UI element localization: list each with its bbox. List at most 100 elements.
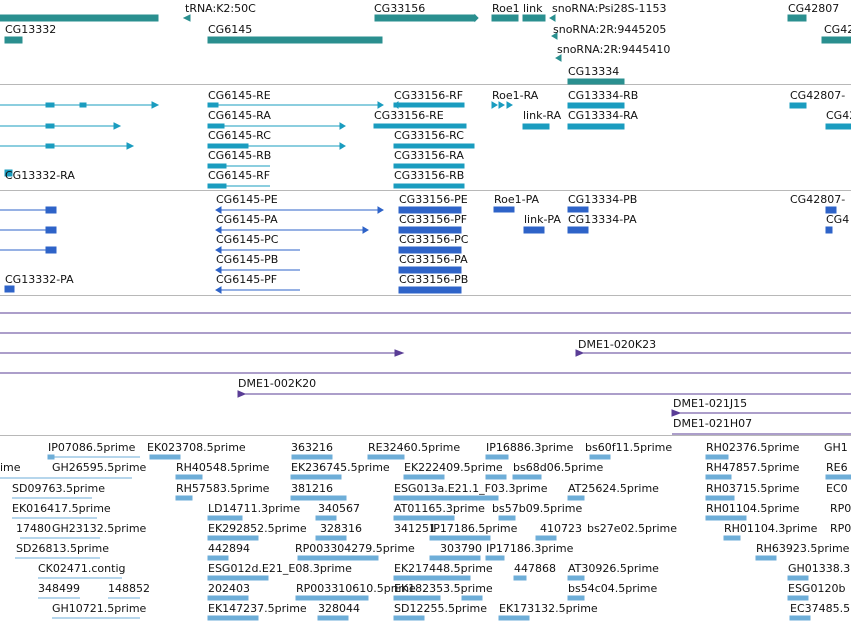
est-label[interactable]: EK222409.5prime — [404, 461, 503, 474]
est-label[interactable]: LD14711.3prime — [208, 502, 301, 515]
transcript-label[interactable]: CG33156-RF — [394, 89, 464, 102]
est-label[interactable]: RH01104.5prime — [706, 502, 800, 515]
protein-label[interactable]: CG13334-PA — [568, 213, 637, 226]
gene-label[interactable]: CG33156 — [374, 2, 426, 15]
est-label[interactable]: EK236745.5prime — [291, 461, 390, 474]
est-label[interactable]: RE6 — [826, 461, 848, 474]
est-label[interactable]: GH26595.5prime — [52, 461, 147, 474]
protein-label[interactable]: CG13334-PB — [568, 193, 638, 206]
gene-bar[interactable] — [4, 36, 23, 44]
gene-label[interactable]: CG6145 — [208, 23, 253, 36]
est-label[interactable]: IP07086.5prime — [48, 441, 136, 454]
protein-label[interactable]: CG6145-PB — [216, 253, 279, 266]
gene-bar[interactable] — [821, 36, 851, 44]
gene-bar[interactable] — [522, 14, 546, 22]
est-label[interactable]: AT30926.5prime — [568, 562, 659, 575]
transcript-label[interactable]: CG6145-RE — [208, 89, 271, 102]
transcript-label[interactable]: CG42 — [826, 109, 851, 122]
gene-bar[interactable] — [0, 14, 159, 22]
transcript-label[interactable]: CG13334-RB — [568, 89, 639, 102]
protein-label[interactable]: CG6145-PA — [216, 213, 278, 226]
protein-label[interactable]: CG4 — [826, 213, 850, 226]
bac-label[interactable]: DME1-020K23 — [578, 338, 657, 351]
est-label[interactable]: bs68d06.5prime — [513, 461, 604, 474]
est-label[interactable]: IP17186.5prime — [430, 522, 518, 535]
est-label[interactable]: EK023708.5prime — [147, 441, 246, 454]
transcript-label[interactable]: CG13334-RA — [568, 109, 638, 122]
est-label[interactable]: RH02376.5prime — [706, 441, 800, 454]
est-label[interactable]: GH10721.5prime — [52, 602, 147, 615]
transcript-label[interactable]: CG6145-RB — [208, 149, 272, 162]
est-label[interactable]: RH03715.5prime — [706, 482, 800, 495]
transcript-label[interactable]: link-RA — [523, 109, 562, 122]
protein-label[interactable]: CG33156-PE — [399, 193, 468, 206]
est-label[interactable]: IP17186.3prime — [486, 542, 574, 555]
transcript-label[interactable]: CG13332-RA — [5, 169, 75, 182]
transcript-label[interactable]: CG6145-RF — [208, 169, 271, 182]
est-label[interactable]: 148852 — [108, 582, 150, 595]
est-label[interactable]: EK292852.5prime — [208, 522, 307, 535]
est-label[interactable]: CK02471.contig — [38, 562, 126, 575]
est-label[interactable]: ime — [0, 461, 21, 474]
est-label[interactable]: ESG012d.E21_E08.3prime — [208, 562, 352, 575]
protein-label[interactable]: CG33156-PC — [399, 233, 469, 246]
est-label[interactable]: EK182353.5prime — [394, 582, 493, 595]
transcript-label[interactable]: CG33156-RC — [394, 129, 464, 142]
protein-label[interactable]: CG6145-PF — [216, 273, 278, 286]
est-label[interactable]: RH40548.5prime — [176, 461, 270, 474]
est-label[interactable]: AT01165.3prime — [394, 502, 485, 515]
est-label[interactable]: GH01338.3 — [788, 562, 851, 575]
est-label[interactable]: EK217448.5prime — [394, 562, 493, 575]
gene-label[interactable]: CG13332 — [5, 23, 57, 36]
est-label[interactable]: 381216 — [291, 482, 333, 495]
est-label[interactable]: EC0 — [826, 482, 848, 495]
gene-bar[interactable] — [207, 36, 383, 44]
protein-label[interactable]: CG6145-PE — [216, 193, 278, 206]
gene-label[interactable]: CG42 — [824, 23, 851, 36]
est-label[interactable]: bs60f11.5prime — [585, 441, 673, 454]
est-label[interactable]: RE32460.5prime — [368, 441, 461, 454]
protein-label[interactable]: CG33156-PB — [399, 273, 469, 286]
gene-label[interactable]: snoRNA:Psi28S-1153 — [552, 2, 667, 15]
est-label[interactable]: SD09763.5prime — [12, 482, 105, 495]
est-label[interactable]: RH57583.5prime — [176, 482, 270, 495]
est-label[interactable]: 341251 — [394, 522, 436, 535]
protein-label[interactable]: CG42807- — [790, 193, 846, 206]
gene-bar[interactable] — [491, 14, 519, 22]
est-label[interactable]: 348499 — [38, 582, 80, 595]
protein-label[interactable]: Roe1-PA — [494, 193, 540, 206]
gene-bar[interactable] — [567, 78, 625, 85]
protein-label[interactable]: link-PA — [524, 213, 561, 226]
est-label[interactable]: 17480 — [16, 522, 51, 535]
est-label[interactable]: AT25624.5prime — [568, 482, 659, 495]
est-label[interactable]: RP0 — [830, 522, 851, 535]
transcript-label[interactable]: CG42807- — [790, 89, 846, 102]
est-label[interactable]: GH1 — [824, 441, 848, 454]
gene-label[interactable]: CG42807 — [788, 2, 840, 15]
gene-bar[interactable] — [374, 14, 476, 22]
est-label[interactable]: RP003304279.5prime — [295, 542, 415, 555]
transcript-label[interactable]: CG6145-RC — [208, 129, 271, 142]
est-label[interactable]: 410723 — [540, 522, 582, 535]
est-label[interactable]: IP16886.3prime — [486, 441, 574, 454]
est-label[interactable]: RH01104.3prime — [724, 522, 818, 535]
gene-label[interactable]: Roe1 — [492, 2, 520, 15]
est-label[interactable]: 363216 — [291, 441, 333, 454]
est-label[interactable]: RP0 — [830, 502, 851, 515]
bac-label[interactable]: DME1-021H07 — [673, 417, 753, 430]
gene-label[interactable]: snoRNA:2R:9445205 — [553, 23, 667, 36]
protein-label[interactable]: CG6145-PC — [216, 233, 279, 246]
est-label[interactable]: SD26813.5prime — [16, 542, 109, 555]
transcript-label[interactable]: CG33156-RA — [394, 149, 464, 162]
est-label[interactable]: 202403 — [208, 582, 250, 595]
gene-label[interactable]: tRNA:K2:50C — [185, 2, 256, 15]
est-label[interactable]: 442894 — [208, 542, 250, 555]
bac-label[interactable]: DME1-021J15 — [673, 397, 748, 410]
gene-label[interactable]: CG13334 — [568, 65, 620, 78]
transcript-label[interactable]: CG33156-RB — [394, 169, 465, 182]
est-label[interactable]: ESG013a.E21.1_F03.3prime — [394, 482, 548, 495]
gene-label[interactable]: link — [523, 2, 543, 15]
est-label[interactable]: bs57b09.5prime — [492, 502, 583, 515]
protein-label[interactable]: CG33156-PF — [399, 213, 468, 226]
est-label[interactable]: RP003310610.5prime — [296, 582, 416, 595]
